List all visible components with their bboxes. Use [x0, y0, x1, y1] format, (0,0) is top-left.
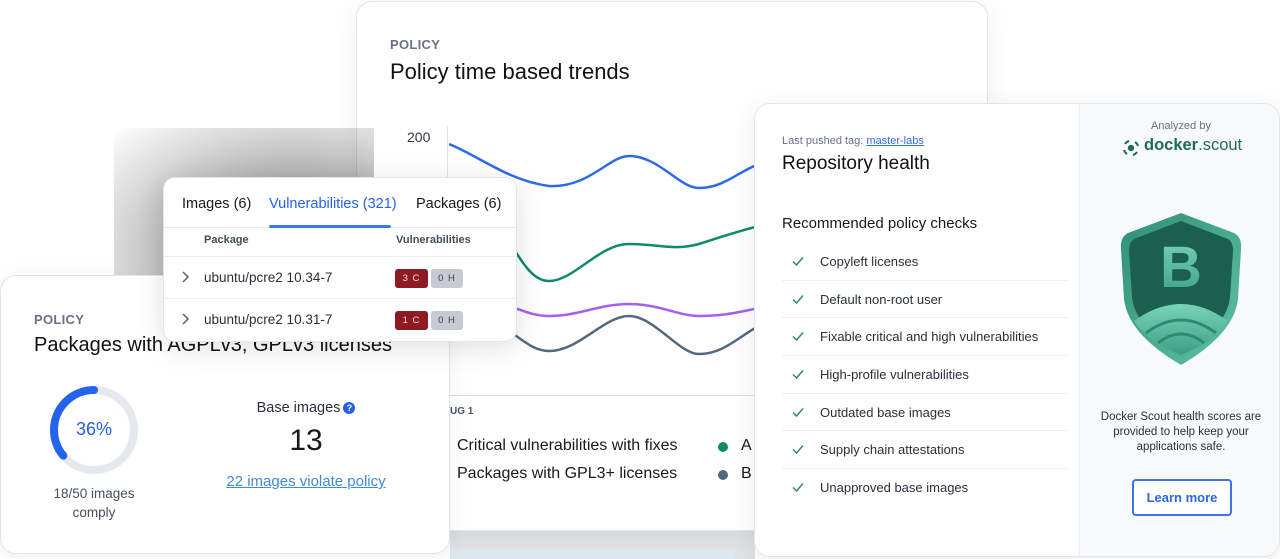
logo-brand: docker [1144, 136, 1199, 154]
check-label: Copyleft licenses [820, 254, 919, 269]
check-icon [792, 332, 804, 342]
legend-dot-icon [718, 442, 728, 452]
scout-score-panel: Analyzed by docker.scout [1079, 104, 1279, 556]
recommended-checks-title: Recommended policy checks [782, 215, 978, 232]
column-header-package: Package [204, 234, 249, 246]
list-item: Default non-root user [782, 281, 1069, 319]
health-title: Repository health [782, 153, 930, 174]
check-icon [792, 294, 804, 304]
package-name: ubuntu/pcre2 10.31-7 [204, 312, 333, 327]
legend-label: Packages with GPL3+ licenses [457, 465, 678, 482]
health-grade-shield-icon: B [1120, 213, 1242, 365]
check-label: Fixable critical and high vulnerabilitie… [820, 329, 1039, 345]
analyzed-by-label: Analyzed by [1151, 120, 1211, 132]
compliance-ring-chart [50, 386, 138, 474]
list-item: Supply chain attestations [782, 431, 1069, 470]
scout-logo-icon [1123, 140, 1139, 156]
chevron-right-icon[interactable] [179, 270, 193, 284]
y-axis-tick: 200 [407, 129, 431, 145]
legend-dot-icon [718, 470, 728, 480]
check-icon [792, 445, 804, 455]
series-blue-line [449, 142, 759, 190]
compliance-count: 18/50 images comply [53, 486, 135, 520]
tab-images[interactable]: Images (6) [182, 196, 252, 212]
table-row[interactable]: ubuntu/pcre2 10.31-7 1 C 0 H [164, 298, 516, 341]
docker-scout-logo: docker.scout [1122, 136, 1252, 158]
package-name: ubuntu/pcre2 10.34-7 [204, 270, 333, 285]
trends-eyebrow: POLICY [390, 37, 441, 52]
series-purple-line [508, 302, 759, 318]
last-pushed-tag: Last pushed tag: master-labs [782, 135, 924, 147]
critical-badge: 1 C [395, 311, 428, 330]
health-checks-panel: Last pushed tag: master-labs Repository … [755, 104, 1079, 556]
list-item: Outdated base images [782, 394, 1069, 432]
list-item: Copyleft licenses [782, 243, 1069, 281]
check-icon [792, 370, 804, 380]
tag-link[interactable]: master-labs [866, 135, 924, 147]
packages-eyebrow: POLICY [34, 312, 85, 327]
x-axis-tick: UG 1 [450, 406, 474, 417]
check-icon [792, 483, 804, 493]
series-slate-line [508, 314, 759, 356]
list-item: Unapproved base images [782, 469, 1069, 507]
table-row[interactable]: ubuntu/pcre2 10.34-7 3 C 0 H [164, 256, 516, 299]
logo-product: scout [1202, 136, 1243, 154]
base-images-label: Base images? [221, 400, 391, 416]
x-axis-line [449, 395, 755, 396]
repository-health-card: Last pushed tag: master-labs Repository … [754, 103, 1280, 557]
vulnerabilities-card: Images (6) Vulnerabilities (321) Package… [163, 177, 517, 342]
check-label: High-profile vulnerabilities [820, 367, 969, 383]
grade-letter: B [1160, 235, 1202, 300]
check-label: Outdated base images [820, 404, 951, 420]
compliance-percent: 36% [75, 419, 113, 439]
list-item: High-profile vulnerabilities [782, 356, 1069, 394]
trend-lines-chart [449, 142, 759, 356]
base-images-text: Base images [256, 400, 341, 416]
help-icon[interactable]: ? [343, 402, 356, 414]
check-label: Default non-root user [820, 291, 943, 307]
list-item: Fixable critical and high vulnerabilitie… [782, 318, 1069, 357]
last-pushed-label: Last pushed tag: [782, 135, 864, 147]
legend-label: Critical vulnerabilities with fixes [457, 437, 678, 454]
high-badge: 0 H [431, 269, 463, 288]
trends-title: Policy time based trends [390, 59, 630, 84]
column-header-vulnerabilities: Vulnerabilities [396, 234, 471, 246]
violate-policy-link[interactable]: 22 images violate policy [226, 473, 386, 490]
check-icon [792, 407, 804, 417]
check-label: Unapproved base images [820, 480, 969, 496]
legend-marker: B [741, 465, 752, 482]
tab-bar: Images (6) Vulnerabilities (321) Package… [164, 178, 516, 228]
tab-packages[interactable]: Packages (6) [416, 196, 502, 212]
series-green-line [507, 224, 759, 283]
tab-vulnerabilities[interactable]: Vulnerabilities (321) [269, 196, 397, 212]
active-tab-indicator [269, 225, 391, 228]
chevron-right-icon[interactable] [179, 312, 193, 326]
learn-more-button[interactable]: Learn more [1132, 479, 1232, 516]
high-badge: 0 H [431, 311, 463, 330]
scout-description: Docker Scout health scores are provided … [1100, 411, 1262, 453]
backdrop-strip [450, 548, 735, 559]
critical-badge: 3 C [395, 269, 428, 288]
policy-checks-list: Copyleft licenses Default non-root user … [782, 243, 1069, 507]
base-images-count: 13 [289, 424, 323, 457]
legend-marker: A [741, 437, 752, 454]
check-label: Supply chain attestations [820, 442, 965, 458]
check-icon [792, 257, 804, 267]
